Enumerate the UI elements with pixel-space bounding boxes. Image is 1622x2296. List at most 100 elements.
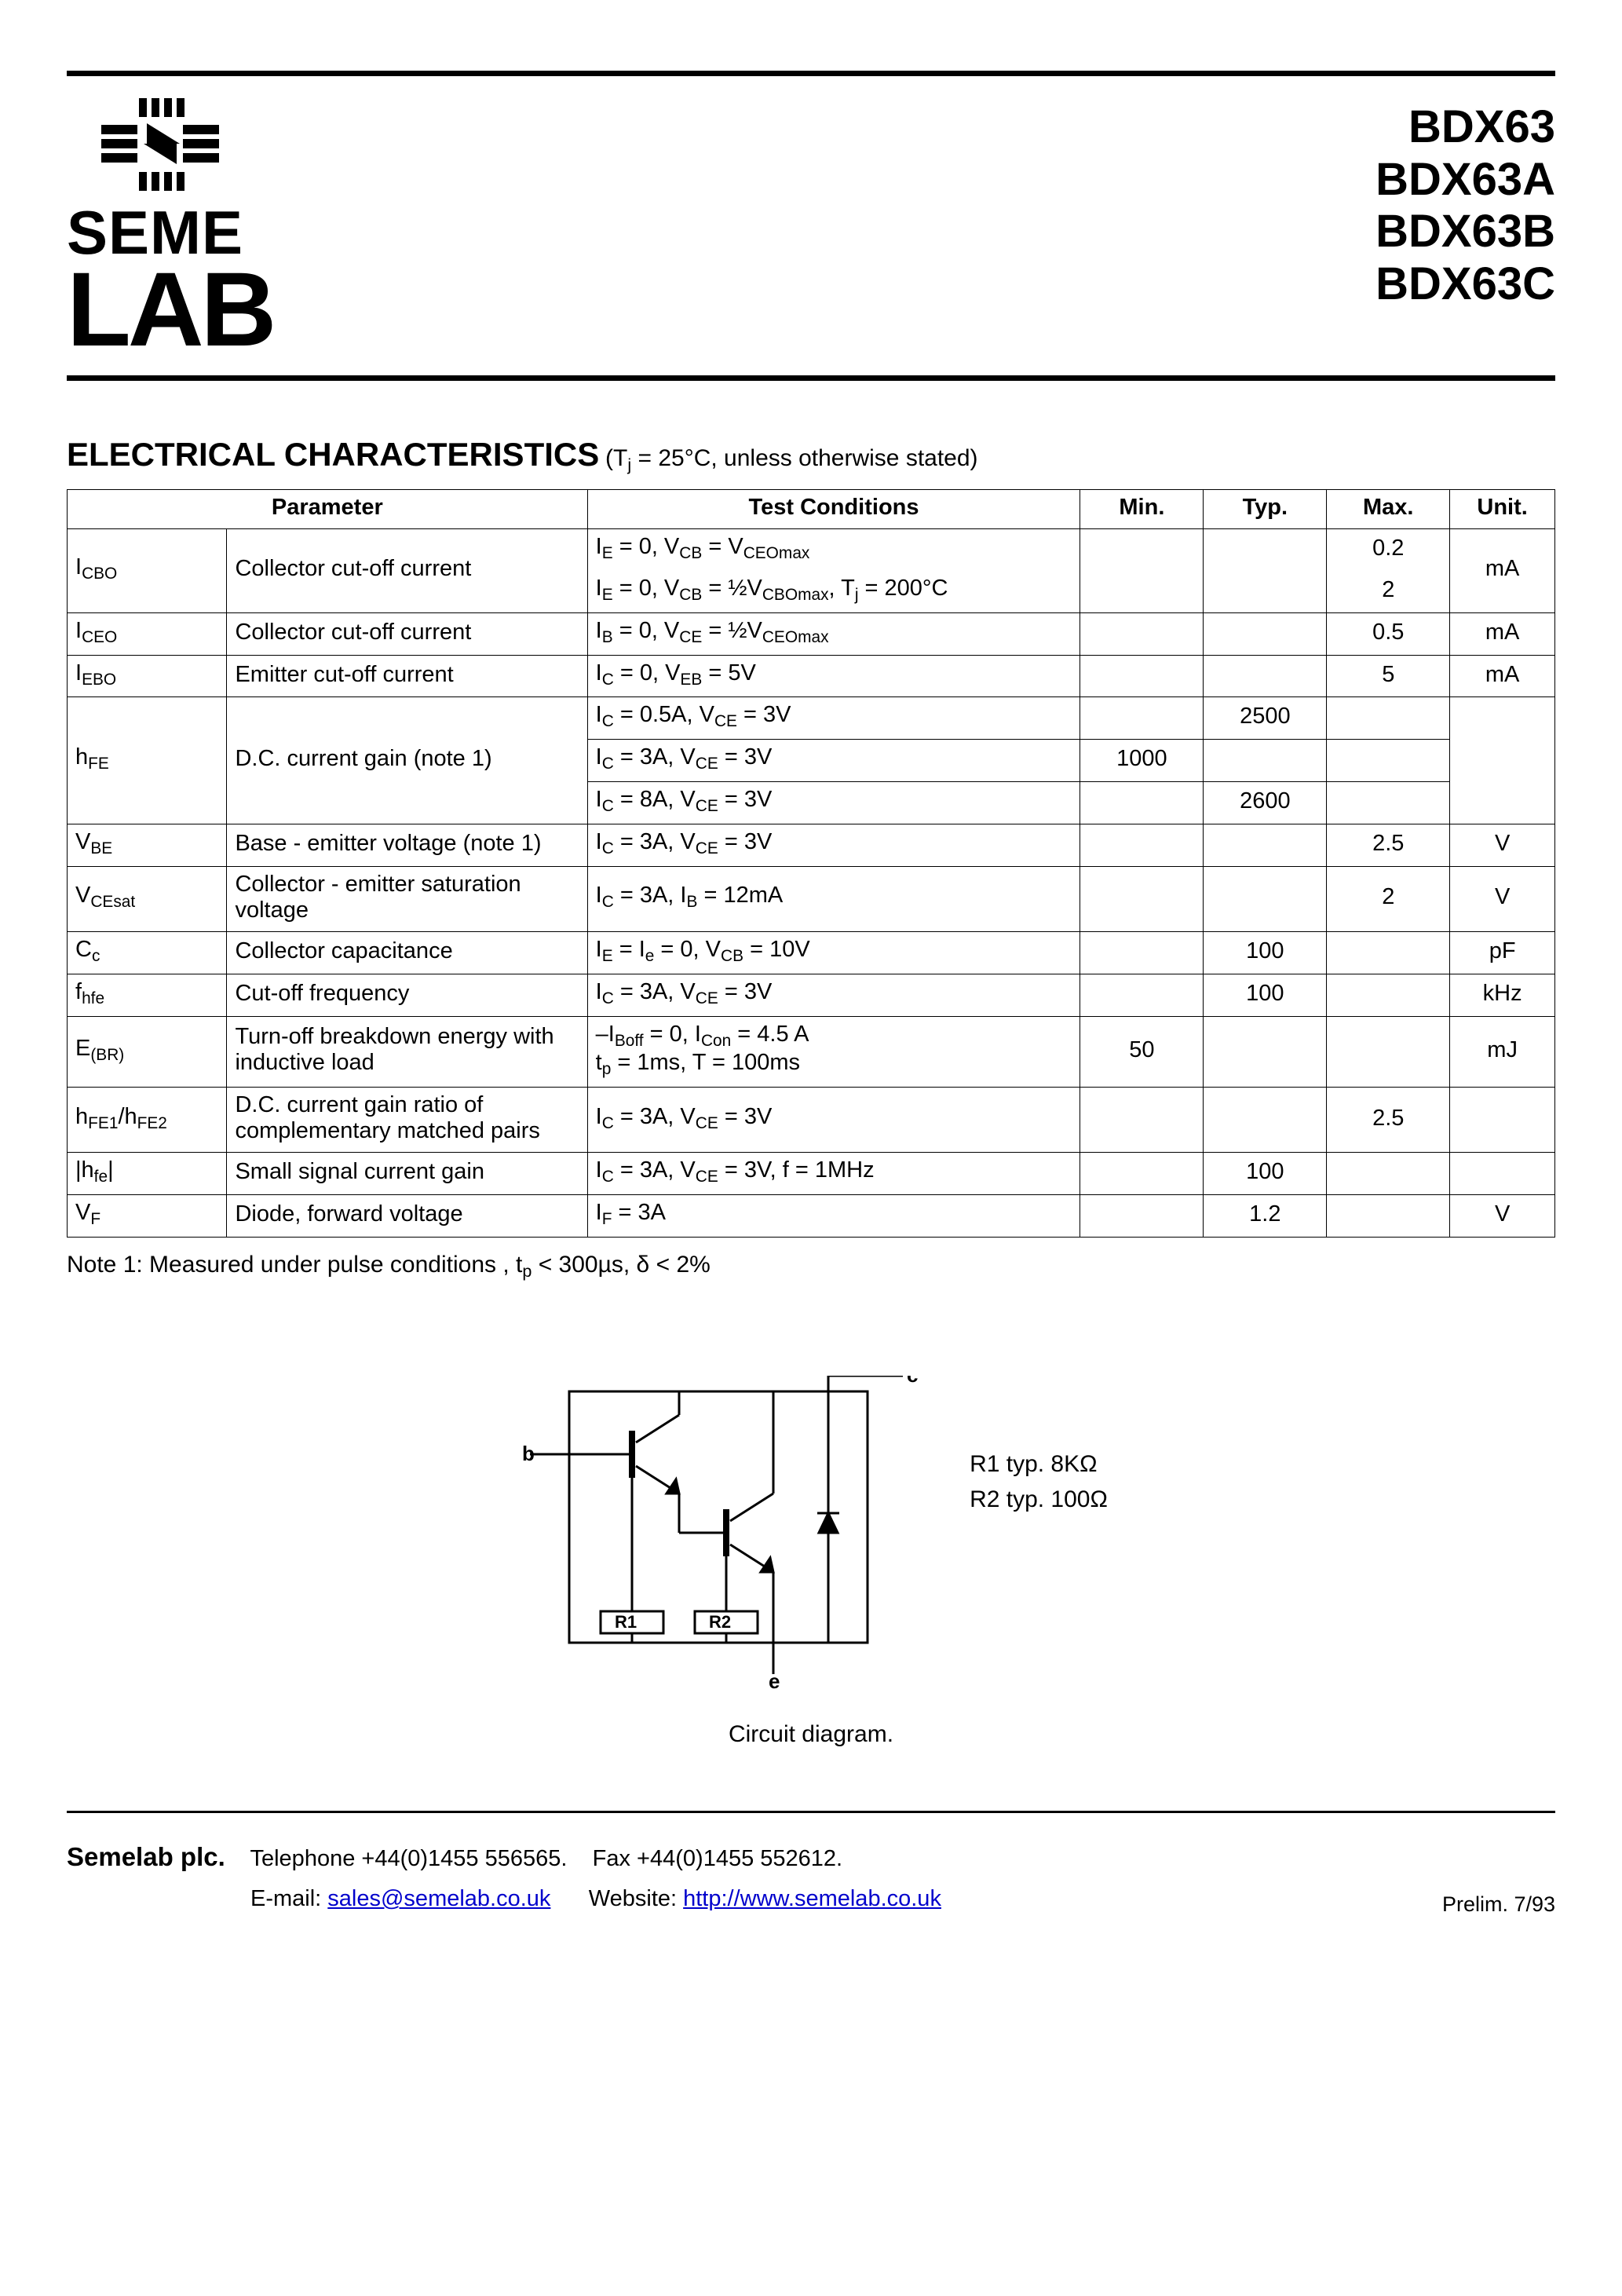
- typ-hfe-3: 2600: [1204, 782, 1327, 824]
- unit-vcesat: V: [1450, 866, 1555, 931]
- svg-text:R2: R2: [709, 1612, 731, 1632]
- sym-vcesat: VCEsat: [68, 866, 227, 931]
- footer: Semelab plc. Telephone +44(0)1455 556565…: [67, 1813, 1555, 1917]
- section-cond: (Tj = 25°C, unless otherwise stated): [605, 445, 978, 471]
- r1-value: R1 typ. 8KΩ: [970, 1446, 1108, 1482]
- unit-iebo: mA: [1450, 655, 1555, 697]
- desc-fhfe: Cut-off frequency: [227, 974, 587, 1016]
- sym-iebo: IEBO: [68, 655, 227, 697]
- sym-cc: Cc: [68, 931, 227, 974]
- circuit-diagram-icon: b c e R1 R2: [514, 1376, 922, 1690]
- typ-hfesmall: 100: [1204, 1153, 1327, 1195]
- row-icbo-1: ICBO Collector cut-off current IE = 0, V…: [68, 529, 1555, 571]
- resistor-values: R1 typ. 8KΩ R2 typ. 100Ω: [970, 1376, 1108, 1517]
- svg-text:b: b: [522, 1442, 535, 1465]
- max-iebo: 5: [1327, 655, 1450, 697]
- desc-hfe: D.C. current gain (note 1): [227, 697, 587, 824]
- section-heading: ELECTRICAL CHARACTERISTICS (Tj = 25°C, u…: [67, 436, 1555, 475]
- row-vcesat: VCEsat Collector - emitter saturation vo…: [68, 866, 1555, 931]
- sym-hferatio: hFE1/hFE2: [68, 1088, 227, 1153]
- logo-glyph-icon: [101, 98, 219, 200]
- typ-fhfe: 100: [1204, 974, 1327, 1016]
- cond-hferatio: IC = 3A, VCE = 3V: [587, 1088, 1080, 1153]
- typ-hfe-1: 2500: [1204, 697, 1327, 740]
- table-header-row: Parameter Test Conditions Min. Typ. Max.…: [68, 490, 1555, 529]
- desc-iebo: Emitter cut-off current: [227, 655, 587, 697]
- sym-vf: VF: [68, 1195, 227, 1238]
- footer-web-link[interactable]: http://www.semelab.co.uk: [683, 1886, 941, 1911]
- min-ebr: 50: [1080, 1016, 1204, 1088]
- r2-value: R2 typ. 100Ω: [970, 1482, 1108, 1517]
- unit-ebr: mJ: [1450, 1016, 1555, 1088]
- max-icbo-2: 2: [1327, 571, 1450, 612]
- desc-cc: Collector capacitance: [227, 931, 587, 974]
- svg-text:c: c: [907, 1376, 918, 1387]
- desc-vbe: Base - emitter voltage (note 1): [227, 824, 587, 866]
- part-0: BDX63: [1375, 101, 1555, 154]
- footer-fax: Fax +44(0)1455 552612.: [593, 1846, 842, 1871]
- cond-hfe-3: IC = 8A, VCE = 3V: [587, 782, 1080, 824]
- th-unit: Unit.: [1450, 490, 1555, 529]
- unit-icbo: mA: [1450, 529, 1555, 613]
- note-1: Note 1: Measured under pulse conditions …: [67, 1252, 1555, 1281]
- unit-fhfe: kHz: [1450, 974, 1555, 1016]
- footer-web-label: Website:: [589, 1886, 683, 1911]
- desc-iceo: Collector cut-off current: [227, 612, 587, 655]
- logo-text-2: LAB: [67, 261, 273, 358]
- cond-vcesat: IC = 3A, IB = 12mA: [587, 866, 1080, 931]
- desc-vcesat: Collector - emitter saturation voltage: [227, 866, 587, 931]
- top-rule: [67, 71, 1555, 76]
- desc-hferatio: D.C. current gain ratio of complementary…: [227, 1088, 587, 1153]
- footer-rev: Prelim. 7/93: [1442, 1892, 1555, 1917]
- circuit-diagram-block: b c e R1 R2 R1 typ. 8KΩ R2 typ. 100Ω: [67, 1376, 1555, 1690]
- logo: SEME LAB: [67, 92, 273, 358]
- typ-vf: 1.2: [1204, 1195, 1327, 1238]
- max-vbe: 2.5: [1327, 824, 1450, 866]
- th-parameter: Parameter: [68, 490, 588, 529]
- sym-icbo: ICBO: [68, 529, 227, 613]
- part-1: BDX63A: [1375, 154, 1555, 207]
- sym-hfe: hFE: [68, 697, 227, 824]
- cond-vf: IF = 3A: [587, 1195, 1080, 1238]
- unit-vf: V: [1450, 1195, 1555, 1238]
- row-hferatio: hFE1/hFE2 D.C. current gain ratio of com…: [68, 1088, 1555, 1153]
- footer-tel: Telephone +44(0)1455 556565.: [250, 1846, 567, 1871]
- footer-email-link[interactable]: sales@semelab.co.uk: [327, 1886, 550, 1911]
- part-2: BDX63B: [1375, 206, 1555, 258]
- footer-company: Semelab plc.: [67, 1842, 225, 1871]
- row-cc: Cc Collector capacitance IE = Ie = 0, VC…: [68, 931, 1555, 974]
- cond-hfe-1: IC = 0.5A, VCE = 3V: [587, 697, 1080, 740]
- row-ebr: E(BR) Turn-off breakdown energy with ind…: [68, 1016, 1555, 1088]
- sym-hfesmall: |hfe|: [68, 1153, 227, 1195]
- th-max: Max.: [1327, 490, 1450, 529]
- row-iebo: IEBO Emitter cut-off current IC = 0, VEB…: [68, 655, 1555, 697]
- desc-vf: Diode, forward voltage: [227, 1195, 587, 1238]
- cond-fhfe: IC = 3A, VCE = 3V: [587, 974, 1080, 1016]
- th-typ: Typ.: [1204, 490, 1327, 529]
- part-3: BDX63C: [1375, 258, 1555, 311]
- cond-ebr: –IBoff = 0, ICon = 4.5 A tp = 1ms, T = 1…: [587, 1016, 1080, 1088]
- cond-cc: IE = Ie = 0, VCB = 10V: [587, 931, 1080, 974]
- max-hferatio: 2.5: [1327, 1088, 1450, 1153]
- sym-iceo: ICEO: [68, 612, 227, 655]
- part-numbers: BDX63 BDX63A BDX63B BDX63C: [1375, 92, 1555, 311]
- max-vcesat: 2: [1327, 866, 1450, 931]
- row-fhfe: fhfe Cut-off frequency IC = 3A, VCE = 3V…: [68, 974, 1555, 1016]
- th-min: Min.: [1080, 490, 1204, 529]
- diagram-caption: Circuit diagram.: [67, 1721, 1555, 1748]
- section-title: ELECTRICAL CHARACTERISTICS: [67, 436, 599, 473]
- cond-icbo-1: IE = 0, VCB = VCEOmax: [587, 529, 1080, 571]
- row-hfe-1: hFE D.C. current gain (note 1) IC = 0.5A…: [68, 697, 1555, 740]
- header: SEME LAB BDX63 BDX63A BDX63B BDX63C: [67, 92, 1555, 358]
- row-iceo: ICEO Collector cut-off current IB = 0, V…: [68, 612, 1555, 655]
- sym-fhfe: fhfe: [68, 974, 227, 1016]
- cond-hfesmall: IC = 3A, VCE = 3V, f = 1MHz: [587, 1153, 1080, 1195]
- cond-vbe: IC = 3A, VCE = 3V: [587, 824, 1080, 866]
- unit-vbe: V: [1450, 824, 1555, 866]
- th-conditions: Test Conditions: [587, 490, 1080, 529]
- desc-ebr: Turn-off breakdown energy with inductive…: [227, 1016, 587, 1088]
- cond-hfe-2: IC = 3A, VCE = 3V: [587, 740, 1080, 782]
- footer-left: Semelab plc. Telephone +44(0)1455 556565…: [67, 1837, 941, 1917]
- desc-hfesmall: Small signal current gain: [227, 1153, 587, 1195]
- cond-icbo-2: IE = 0, VCB = ½VCBOmax, Tj = 200°C: [587, 571, 1080, 612]
